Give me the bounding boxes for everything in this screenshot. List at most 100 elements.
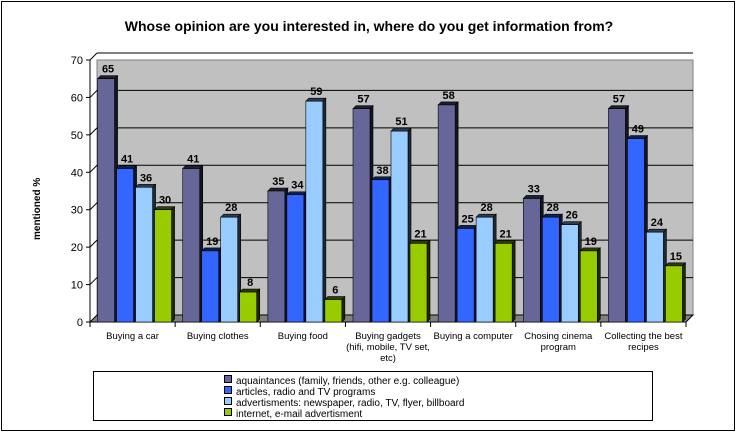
bar-top bbox=[181, 165, 204, 169]
bar-top bbox=[409, 240, 431, 244]
bar-top bbox=[607, 105, 630, 109]
data-label: 15 bbox=[670, 251, 682, 263]
data-label: 59 bbox=[310, 86, 322, 98]
data-label: 26 bbox=[566, 210, 578, 222]
bar-top bbox=[115, 165, 138, 169]
y-tick-label: 50 bbox=[71, 130, 83, 142]
bar bbox=[541, 216, 560, 323]
bar bbox=[665, 265, 683, 323]
bar-top bbox=[286, 191, 308, 196]
bar-side bbox=[426, 239, 431, 323]
bar bbox=[522, 198, 541, 323]
x-tick-label: Buying food bbox=[278, 331, 328, 342]
legend-label: aquaintances (family, friends, other e.g… bbox=[236, 376, 460, 387]
bar bbox=[560, 224, 579, 323]
data-label: 33 bbox=[528, 183, 540, 195]
data-label: 34 bbox=[291, 180, 304, 192]
bar-side bbox=[171, 205, 175, 323]
bar bbox=[475, 216, 494, 323]
bar-top bbox=[219, 213, 242, 218]
bar bbox=[579, 250, 598, 323]
bar-top bbox=[475, 213, 497, 218]
x-tick-label: Buying a car bbox=[106, 331, 159, 342]
bar bbox=[239, 291, 258, 323]
legend-swatch bbox=[224, 375, 232, 383]
x-tick-label: program bbox=[541, 342, 576, 353]
bar bbox=[324, 299, 343, 323]
gridline-depth bbox=[89, 202, 98, 211]
legend-swatch bbox=[224, 408, 232, 416]
y-tick-label: 10 bbox=[71, 280, 83, 292]
bar bbox=[608, 108, 626, 323]
bar bbox=[437, 104, 456, 323]
y-tick-label: 30 bbox=[71, 205, 83, 217]
bar-top bbox=[324, 296, 346, 300]
data-label: 41 bbox=[121, 154, 133, 166]
y-tick-label: 70 bbox=[71, 55, 83, 67]
data-label: 57 bbox=[357, 94, 369, 106]
y-tick-label: 60 bbox=[71, 92, 83, 104]
data-label: 8 bbox=[247, 277, 253, 289]
data-label: 28 bbox=[225, 202, 237, 214]
bar-top bbox=[456, 225, 478, 229]
bar-side bbox=[341, 295, 346, 323]
bar-top bbox=[560, 221, 583, 225]
data-label: 21 bbox=[414, 228, 426, 240]
data-label: 35 bbox=[272, 176, 284, 188]
data-label: 36 bbox=[140, 172, 152, 184]
data-label: 24 bbox=[651, 217, 664, 229]
bar-side bbox=[682, 262, 686, 323]
legend-swatch bbox=[224, 386, 232, 394]
bar-top bbox=[664, 262, 687, 267]
bar bbox=[371, 179, 390, 323]
legend-swatch bbox=[224, 397, 232, 405]
bar-side bbox=[511, 239, 516, 323]
gridline-depth bbox=[89, 90, 98, 98]
x-tick-label: etc) bbox=[380, 353, 396, 364]
bar-top bbox=[541, 213, 564, 218]
x-tick-label: recipes bbox=[628, 342, 659, 353]
bar-top bbox=[522, 195, 545, 199]
bar-top bbox=[352, 105, 374, 109]
bar-side bbox=[596, 247, 601, 323]
data-label: 51 bbox=[395, 116, 407, 128]
gridline-depth bbox=[89, 127, 98, 136]
bar-side bbox=[322, 97, 327, 323]
y-tick-label: 0 bbox=[77, 317, 83, 329]
data-label: 30 bbox=[159, 195, 171, 207]
bar-top bbox=[645, 228, 668, 233]
bar bbox=[352, 108, 371, 323]
x-tick-label: Buying a computer bbox=[434, 331, 513, 342]
bar bbox=[97, 78, 115, 323]
legend-label: advertisments: newspaper, radio, TV, fly… bbox=[236, 398, 465, 409]
x-tick-label: Buying clothes bbox=[187, 331, 249, 342]
bar-top bbox=[305, 97, 327, 102]
legend: aquaintances (family, friends, other e.g… bbox=[93, 371, 653, 421]
data-label: 65 bbox=[102, 64, 114, 76]
data-label: 19 bbox=[585, 236, 597, 248]
gridline-depth bbox=[89, 239, 98, 248]
data-label: 25 bbox=[462, 213, 474, 225]
bar bbox=[220, 216, 239, 323]
bar-top bbox=[626, 135, 649, 139]
bar bbox=[154, 209, 172, 323]
bar bbox=[627, 138, 645, 323]
bar bbox=[494, 243, 513, 323]
bar-top bbox=[238, 288, 261, 293]
bar-top bbox=[494, 240, 516, 244]
data-label: 49 bbox=[632, 124, 644, 136]
legend-item: internet, e-mail advertisment bbox=[224, 408, 362, 420]
bar-top bbox=[579, 247, 602, 252]
data-label: 21 bbox=[500, 228, 512, 240]
bar bbox=[456, 228, 475, 323]
data-label: 6 bbox=[332, 285, 338, 297]
bar-top bbox=[200, 247, 223, 252]
bar bbox=[305, 100, 324, 323]
legend-item: articles, radio and TV programs bbox=[224, 386, 375, 398]
legend-item: advertisments: newspaper, radio, TV, fly… bbox=[224, 397, 465, 409]
bar-top bbox=[371, 176, 393, 181]
bar-top bbox=[134, 183, 157, 188]
legend-item: aquaintances (family, friends, other e.g… bbox=[224, 375, 460, 387]
data-label: 58 bbox=[443, 90, 455, 102]
